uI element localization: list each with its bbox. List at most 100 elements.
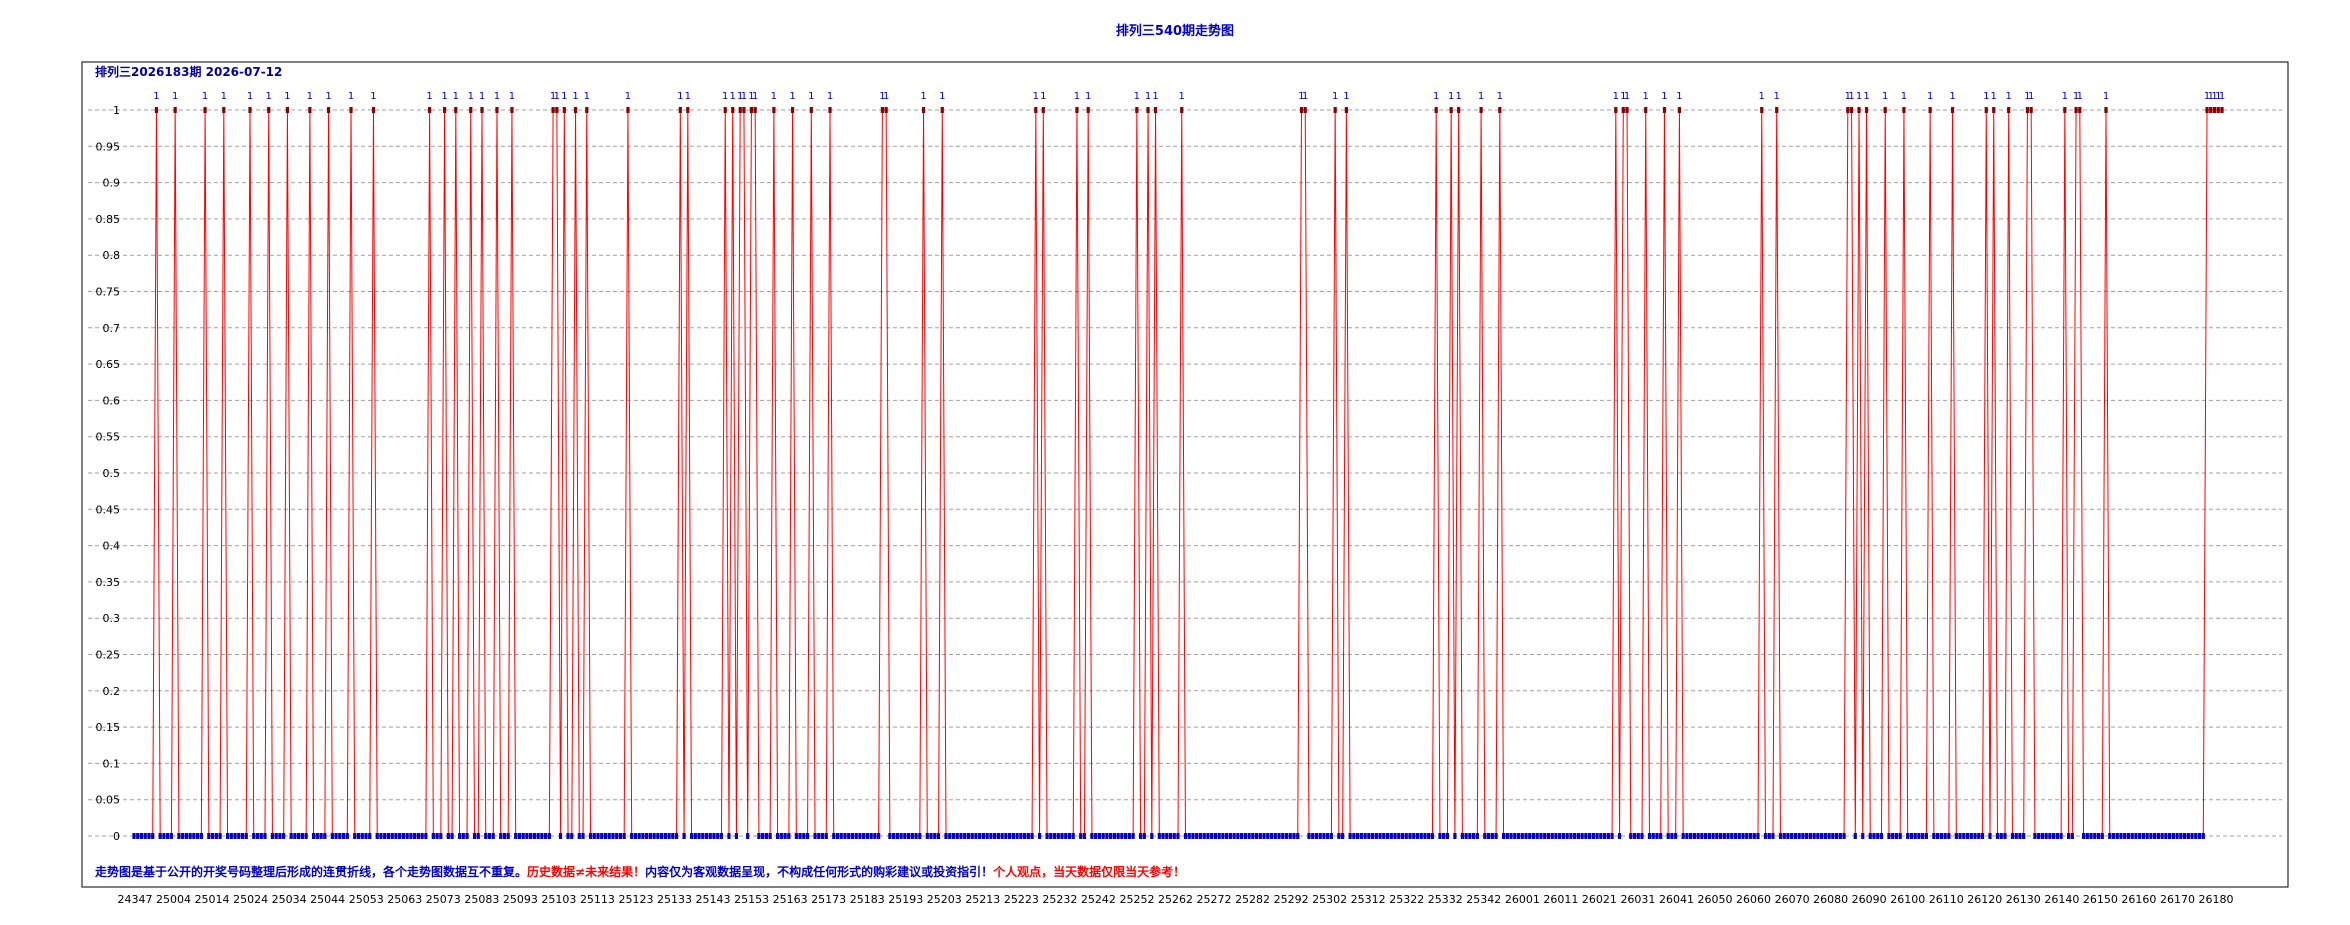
data-point bbox=[712, 833, 716, 839]
x-tick-label: 26130 bbox=[2006, 893, 2041, 906]
data-point bbox=[1573, 833, 1577, 839]
x-tick-label: 26080 bbox=[1813, 893, 1848, 906]
data-point bbox=[1947, 833, 1951, 839]
data-point bbox=[1008, 833, 1012, 839]
y-tick-label: 0.8 bbox=[103, 249, 121, 262]
data-point-hit bbox=[2216, 107, 2220, 113]
data-point bbox=[420, 833, 424, 839]
data-point-hit bbox=[1984, 107, 1988, 113]
data-point bbox=[1415, 833, 1420, 839]
data-point bbox=[761, 833, 765, 839]
hit-label: 1 bbox=[307, 91, 313, 102]
data-point-hit bbox=[495, 107, 499, 113]
data-point bbox=[873, 833, 877, 839]
data-point-hit bbox=[308, 107, 312, 113]
data-point bbox=[1052, 833, 1057, 839]
hit-label: 1 bbox=[741, 91, 747, 102]
hit-label: 1 bbox=[153, 91, 159, 102]
data-point bbox=[491, 833, 495, 839]
data-point bbox=[1067, 833, 1072, 839]
data-point bbox=[2182, 833, 2187, 839]
data-point bbox=[1602, 833, 1607, 839]
x-tick-label: 26180 bbox=[2199, 893, 2234, 906]
x-tick-label: 25004 bbox=[156, 893, 191, 906]
data-point bbox=[1236, 833, 1240, 839]
data-point bbox=[132, 833, 136, 839]
data-point bbox=[1636, 833, 1640, 839]
data-point-hit bbox=[2063, 107, 2067, 113]
data-point bbox=[1655, 833, 1659, 839]
data-point bbox=[1322, 833, 1326, 839]
x-tick-label: 25322 bbox=[1389, 893, 1424, 906]
data-point bbox=[2175, 833, 2179, 839]
data-point bbox=[1943, 833, 1947, 839]
x-tick-label: 26041 bbox=[1659, 893, 1694, 906]
y-tick-label: 0.4 bbox=[103, 540, 121, 553]
hit-label: 1 bbox=[883, 91, 889, 102]
data-point bbox=[1430, 833, 1435, 839]
data-point bbox=[648, 833, 652, 839]
x-tick-label: 26150 bbox=[2083, 893, 2118, 906]
y-tick-label: 0 bbox=[113, 830, 120, 843]
data-point bbox=[1924, 833, 1928, 839]
data-point bbox=[734, 833, 739, 839]
data-point bbox=[798, 833, 802, 839]
data-point bbox=[2123, 833, 2127, 839]
data-point bbox=[2096, 833, 2101, 839]
data-point bbox=[383, 833, 387, 839]
data-point bbox=[1266, 833, 1270, 839]
data-point bbox=[1116, 833, 1120, 839]
hit-label: 1 bbox=[584, 91, 590, 102]
data-point bbox=[768, 833, 772, 839]
hit-label: 1 bbox=[1033, 91, 1039, 102]
data-point bbox=[2052, 833, 2056, 839]
data-point bbox=[832, 833, 836, 839]
hit-label: 1 bbox=[685, 91, 691, 102]
data-point-hit bbox=[2104, 107, 2108, 113]
y-tick-label: 0.2 bbox=[103, 685, 121, 698]
data-point-hit bbox=[1041, 107, 1045, 113]
data-point bbox=[1045, 833, 1049, 839]
y-tick-label: 0.05 bbox=[96, 794, 121, 807]
x-tick-label: 26110 bbox=[1929, 893, 1964, 906]
data-point bbox=[2156, 833, 2160, 839]
data-point bbox=[1913, 833, 1917, 839]
data-point-hit bbox=[749, 107, 754, 113]
hit-label: 1 bbox=[748, 91, 754, 102]
data-point bbox=[210, 833, 215, 839]
data-point bbox=[1647, 833, 1652, 839]
data-point bbox=[1221, 833, 1225, 839]
data-point-hit bbox=[1449, 107, 1453, 113]
data-point bbox=[472, 833, 477, 839]
data-point-hit bbox=[222, 107, 226, 113]
data-point bbox=[989, 833, 993, 839]
data-point bbox=[2119, 833, 2123, 839]
data-point-hit bbox=[573, 107, 578, 113]
data-point bbox=[1816, 833, 1820, 839]
data-point bbox=[2033, 833, 2037, 839]
data-point-hit bbox=[772, 107, 776, 113]
data-point bbox=[1378, 833, 1382, 839]
data-point bbox=[289, 833, 293, 839]
data-point bbox=[2089, 833, 2093, 839]
hit-label: 1 bbox=[2215, 91, 2221, 102]
data-point bbox=[1427, 833, 1431, 839]
data-point bbox=[439, 833, 443, 839]
data-point bbox=[858, 833, 862, 839]
hit-label: 1 bbox=[509, 91, 515, 102]
data-point bbox=[1213, 833, 1218, 839]
data-point bbox=[1898, 833, 1902, 839]
data-point bbox=[517, 833, 522, 839]
data-point bbox=[618, 833, 623, 839]
data-point bbox=[278, 833, 282, 839]
hit-label: 1 bbox=[1152, 91, 1158, 102]
x-tick-label: 26001 bbox=[1505, 893, 1540, 906]
data-point bbox=[2138, 833, 2142, 839]
data-point bbox=[177, 833, 181, 839]
data-point-hit bbox=[1760, 107, 1764, 113]
x-tick-label: 25193 bbox=[888, 893, 923, 906]
data-point bbox=[1812, 833, 1816, 839]
data-point bbox=[1808, 833, 1812, 839]
hit-label: 1 bbox=[1134, 91, 1140, 102]
data-point bbox=[341, 833, 346, 839]
